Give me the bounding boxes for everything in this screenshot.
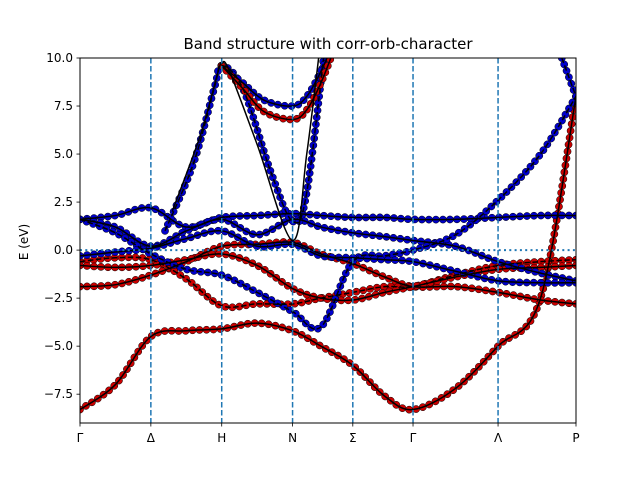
band-marker [251,120,260,128]
band-marker [341,269,350,278]
band-marker [249,113,258,122]
band-line-3 [80,253,576,302]
band-marker [266,166,275,175]
band-line-1 [80,241,576,305]
plot-area [80,58,576,414]
band-marker [326,308,334,316]
x-tick-label: N [288,431,297,445]
y-axis-label: E (eV) [17,224,31,260]
band-marker [268,173,277,182]
y-tick-label: 7.5 [54,99,73,113]
x-tick-label: Γ [410,431,417,445]
band-line-9 [171,58,320,242]
band-line-4 [80,206,576,228]
band-line-12 [561,58,576,97]
x-tick-label: Σ [349,431,357,445]
y-tick-label: 10.0 [46,51,73,65]
y-tick-label: 2.5 [54,195,73,209]
y-tick-label: −5.0 [44,339,73,353]
band-line-8 [164,58,325,232]
band-line-0 [80,96,576,411]
axes-frame [79,57,577,424]
y-tick-label: 0.0 [54,243,73,257]
y-tick-label: −2.5 [44,291,73,305]
x-tick-label: Δ [147,431,156,445]
band-marker [230,276,239,285]
band-line-6 [80,96,576,330]
x-tick-label: Γ [77,431,84,445]
chart-title: Band structure with corr-orb-character [183,35,473,53]
y-tick-label: −7.5 [44,387,73,401]
x-tick-label: P [572,431,579,445]
reference-lines [80,58,576,423]
x-tick-label: Λ [494,431,503,445]
band-marker [562,66,571,75]
y-tick-label: 5.0 [54,147,73,161]
band-marker [442,235,451,244]
band-marker [560,60,569,69]
band-line-5 [80,218,576,282]
band-line-7 [80,229,576,284]
y-axis-ticks: −7.5 −5.0 −2.5 0.0 2.5 5.0 7.5 10.0 [44,51,80,401]
band-marker [164,220,172,229]
x-tick-label: H [217,431,226,445]
